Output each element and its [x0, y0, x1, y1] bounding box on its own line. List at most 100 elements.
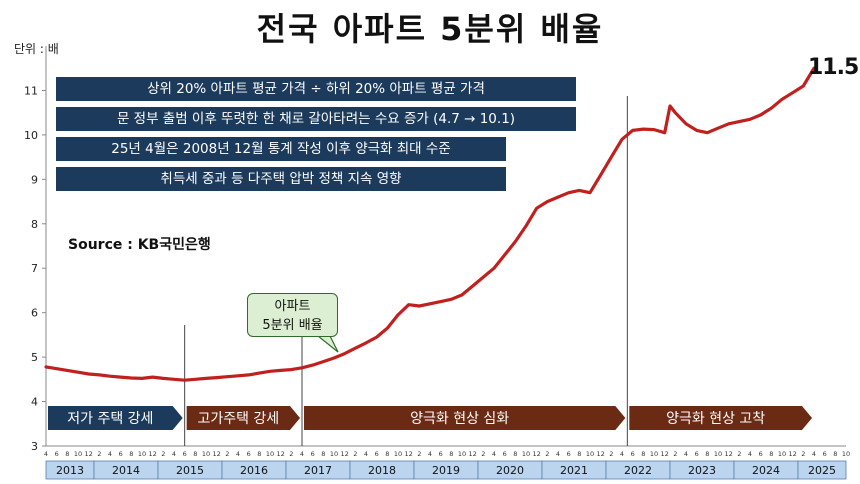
month-tick-label: 8	[513, 450, 517, 458]
month-tick-label: 8	[65, 450, 69, 458]
year-label: 2015	[176, 464, 204, 477]
unit-label: 단위 : 배	[14, 42, 59, 56]
month-tick-label: 8	[769, 450, 773, 458]
note-box-demand-increase: 문 정부 출범 이후 뚜렷한 한 채로 갈아타려는 수요 증가 (4.7 → 1…	[56, 107, 576, 131]
y-tick-label: 9	[31, 173, 38, 186]
phase-arrow-label: 저가 주택 강세	[67, 411, 153, 427]
month-tick-label: 2	[97, 450, 101, 458]
month-tick-label: 8	[321, 450, 325, 458]
y-tick-label: 8	[31, 218, 38, 231]
month-tick-label: 2	[289, 450, 293, 458]
callout-box: 아파트 5분위 배율	[247, 293, 338, 337]
year-label: 2014	[112, 464, 140, 477]
year-label: 2017	[304, 464, 332, 477]
month-tick-label: 10	[266, 450, 274, 458]
month-tick-label: 10	[650, 450, 658, 458]
y-tick-label: 7	[31, 262, 38, 275]
year-band	[797, 460, 847, 480]
month-tick-label: 6	[183, 450, 187, 458]
month-tick-label: 10	[714, 450, 722, 458]
year-label: 2025	[808, 464, 836, 477]
phase-arrow-label: 양극화 현상 심화	[410, 411, 509, 427]
phase-arrow	[304, 406, 626, 430]
year-label: 2024	[752, 464, 780, 477]
phase-arrow-label: 양극화 현상 고착	[666, 411, 765, 427]
note-box-ratio-definition: 상위 20% 아파트 평균 가격 ÷ 하위 20% 아파트 평균 가격	[56, 77, 576, 101]
month-tick-label: 10	[522, 450, 530, 458]
month-tick-label: 8	[705, 450, 709, 458]
month-tick-label: 4	[236, 450, 240, 458]
month-tick-label: 8	[193, 450, 197, 458]
month-tick-label: 12	[213, 450, 221, 458]
phase-arrow-label: 고가주택 강세	[197, 411, 279, 427]
y-tick-label: 10	[24, 129, 38, 142]
month-tick-label: 12	[661, 450, 669, 458]
month-tick-label: 2	[545, 450, 549, 458]
year-label: 2018	[368, 464, 396, 477]
year-label: 2021	[560, 464, 588, 477]
month-tick-label: 2	[673, 450, 677, 458]
callout-line-2: 5분위 배율	[262, 318, 323, 333]
month-tick-label: 2	[161, 450, 165, 458]
y-tick-label: 6	[31, 307, 38, 320]
callout-pointer	[316, 335, 339, 353]
month-tick-label: 2	[801, 450, 805, 458]
month-tick-label: 4	[428, 450, 432, 458]
month-tick-label: 8	[833, 450, 837, 458]
month-tick-label: 6	[567, 450, 571, 458]
source-label: Source : KB국민은행	[68, 237, 211, 253]
month-tick-label: 12	[789, 450, 797, 458]
month-tick-label: 10	[842, 450, 850, 458]
month-tick-label: 6	[119, 450, 123, 458]
month-tick-label: 6	[311, 450, 315, 458]
month-tick-label: 8	[577, 450, 581, 458]
month-tick-label: 8	[449, 450, 453, 458]
y-tick-label: 3	[31, 440, 38, 453]
year-label: 2023	[688, 464, 716, 477]
month-tick-label: 12	[469, 450, 477, 458]
month-tick-label: 4	[492, 450, 496, 458]
month-tick-label: 2	[353, 450, 357, 458]
year-label: 2019	[432, 464, 460, 477]
month-tick-label: 12	[85, 450, 93, 458]
callout-line-1: 아파트	[274, 299, 311, 314]
month-tick-label: 4	[364, 450, 368, 458]
month-tick-label: 2	[417, 450, 421, 458]
series-line	[44, 66, 816, 382]
month-tick-label: 4	[812, 450, 816, 458]
month-tick-label: 2	[737, 450, 741, 458]
chart-title: 전국 아파트 5분위 배율	[256, 10, 604, 48]
month-tick-label: 8	[257, 450, 261, 458]
month-tick-label: 6	[503, 450, 507, 458]
month-tick-label: 10	[394, 450, 402, 458]
y-tick-label: 5	[31, 351, 38, 364]
month-tick-label: 6	[631, 450, 635, 458]
month-tick-label: 4	[620, 450, 624, 458]
month-tick-label: 6	[375, 450, 379, 458]
month-tick-label: 12	[725, 450, 733, 458]
y-tick-label: 4	[31, 396, 38, 409]
month-tick-label: 12	[597, 450, 605, 458]
month-tick-label: 4	[684, 450, 688, 458]
month-tick-label: 12	[277, 450, 285, 458]
month-tick-label: 8	[129, 450, 133, 458]
year-label: 2022	[624, 464, 652, 477]
month-tick-label: 10	[458, 450, 466, 458]
month-tick-label: 4	[748, 450, 752, 458]
month-tick-label: 6	[759, 450, 763, 458]
month-tick-label: 4	[172, 450, 176, 458]
final-value-label: 11.5	[808, 55, 859, 80]
month-tick-label: 10	[138, 450, 146, 458]
note-box-record-level: 25년 4월은 2008년 12월 통계 작성 이후 양극화 최대 수준	[56, 137, 506, 161]
month-tick-label: 8	[641, 450, 645, 458]
month-tick-label: 4	[556, 450, 560, 458]
phase-arrow	[629, 406, 812, 430]
month-tick-label: 2	[609, 450, 613, 458]
month-tick-label: 12	[405, 450, 413, 458]
note-box-policy-effect: 취득세 중과 등 다주택 압박 정책 지속 영향	[56, 167, 506, 191]
month-tick-label: 8	[385, 450, 389, 458]
month-tick-label: 4	[300, 450, 304, 458]
month-tick-label: 10	[586, 450, 594, 458]
month-tick-label: 12	[341, 450, 349, 458]
